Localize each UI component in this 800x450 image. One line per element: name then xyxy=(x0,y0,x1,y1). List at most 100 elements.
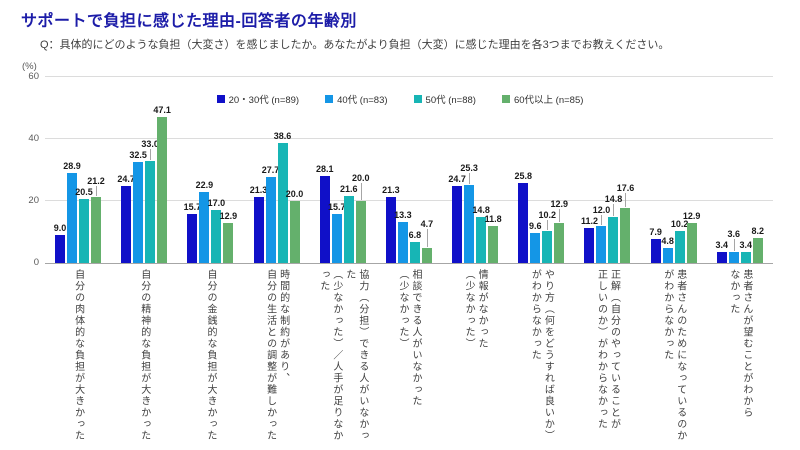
bar xyxy=(265,177,276,263)
leader-line xyxy=(469,173,471,184)
bar-value-label: 15.7 xyxy=(183,202,202,213)
bar-value-label: 11.2 xyxy=(580,216,598,227)
bar-value-label: 12.9 xyxy=(550,199,569,210)
legend-swatch xyxy=(413,95,422,103)
leader-line xyxy=(601,215,603,225)
y-tick-label: 60 xyxy=(28,71,39,82)
bar-value-label: 38.6 xyxy=(273,131,292,142)
bar xyxy=(397,221,408,263)
bar xyxy=(187,214,198,263)
leader-line xyxy=(613,204,615,217)
bar xyxy=(452,186,463,263)
bar xyxy=(728,251,739,263)
legend-item: 60代以上 (n=85) xyxy=(501,92,584,106)
bar xyxy=(620,208,631,263)
category-label: 相談できる人がいなかった （少なかった） xyxy=(397,269,421,407)
plot-area: 0 20 40 60 9.0 28.9 20.5 21.2 自分の肉体的な負担が大きかった 24.… xyxy=(28,71,773,442)
leader-line xyxy=(547,220,549,231)
bar-value-label: 24.7 xyxy=(448,174,466,185)
category-label: 時間的な制約があり、 自分の生活との調整が難しかった xyxy=(264,269,289,442)
bar xyxy=(133,162,144,263)
bar xyxy=(67,173,77,263)
category-label: 協力（分担）できる人がいなかった （少なかった）／人手が足りなかった xyxy=(317,269,368,442)
bar xyxy=(584,228,595,263)
bar-value-label: 4.7 xyxy=(420,218,434,229)
category-label: 情報がなかった （少なかった） xyxy=(463,269,488,350)
bar xyxy=(55,235,65,263)
bar-value-label: 13.3 xyxy=(394,209,412,220)
bar-value-label: 21.3 xyxy=(249,184,268,195)
y-tick-label: 0 xyxy=(33,257,39,268)
bar xyxy=(554,223,565,263)
leader-line xyxy=(150,149,152,160)
bar xyxy=(385,196,396,263)
legend-label: 40代 (n=83) xyxy=(337,95,388,106)
bar-value-label: 7.9 xyxy=(649,226,662,237)
category-label: 自分の精神的な負担が大きかった xyxy=(138,269,150,442)
leader-line xyxy=(733,239,735,251)
bar-value-label: 12.9 xyxy=(682,211,701,221)
chart-subtitle: Q：具体的にどのような負担（大変さ）を感じましたか。あなたがより負担（大変）に感… xyxy=(40,39,670,51)
bar-value-label: 3.4 xyxy=(715,240,729,251)
legend-label: 60代以上 (n=85) xyxy=(513,95,584,106)
bar-value-label: 17.0 xyxy=(207,198,226,209)
bar-value-label: 4.8 xyxy=(661,236,674,247)
bar-value-label: 11.8 xyxy=(484,214,502,225)
bar xyxy=(530,233,541,263)
bar-value-label: 20.0 xyxy=(285,189,304,199)
bar-value-label: 28.1 xyxy=(315,163,334,174)
bar xyxy=(662,248,673,263)
bar-value-label: 17.6 xyxy=(616,183,635,194)
bar xyxy=(331,214,342,263)
legend-swatch xyxy=(501,95,510,103)
bar-value-label: 12.0 xyxy=(592,205,611,216)
chart-legend: 20・30代 (n=89) 40代 (n=83) 50代 (n=88) 60代以上 (… xyxy=(0,92,800,106)
category-label: 正解（自分のやっていることが 正しいのか）がわからなかった xyxy=(595,269,620,430)
bar-value-label: 8.2 xyxy=(751,225,765,236)
bar-value-label: 9.6 xyxy=(529,221,542,232)
bar-value-label: 22.9 xyxy=(195,180,214,190)
bar-value-label: 25.3 xyxy=(460,163,478,174)
bar-value-label: 14.8 xyxy=(472,205,490,216)
bar-value-label: 3.6 xyxy=(727,229,741,240)
bar-value-label: 25.8 xyxy=(514,171,533,182)
bar-value-label: 3.4 xyxy=(739,240,753,251)
bar xyxy=(752,237,763,263)
bar-value-label: 15.7 xyxy=(327,202,346,213)
category-label: やり方（何をどうすれば良いか） がわからなかった xyxy=(529,269,554,442)
category-label: 自分の金銭的な負担が大きかった xyxy=(204,269,216,442)
bar xyxy=(518,183,529,263)
bar-value-label: 20.5 xyxy=(75,187,93,198)
bar-value-label: 33.0 xyxy=(141,139,159,150)
bar xyxy=(740,252,751,263)
leader-line xyxy=(360,183,362,200)
bar xyxy=(674,231,685,263)
bar-value-label: 21.2 xyxy=(87,176,105,187)
bar xyxy=(199,192,210,263)
bar xyxy=(409,241,420,263)
bar-value-label: 32.5 xyxy=(129,150,147,161)
gridline xyxy=(45,138,773,139)
legend-item: 20・30代 (n=89) xyxy=(216,92,299,106)
bar-value-label: 10.2 xyxy=(670,219,689,230)
bar xyxy=(223,223,234,263)
bar xyxy=(289,201,300,263)
bar-value-label: 6.8 xyxy=(408,229,422,240)
bar-value-label: 12.9 xyxy=(219,211,238,221)
bar-value-label: 10.2 xyxy=(538,210,557,221)
bar xyxy=(91,197,101,263)
gridline xyxy=(45,76,773,77)
y-tick-label: 40 xyxy=(28,133,39,144)
bar xyxy=(596,225,607,263)
bar-value-label: 27.7 xyxy=(261,165,280,176)
legend-label: 50代 (n=88) xyxy=(425,95,476,106)
legend-item: 50代 (n=88) xyxy=(413,92,476,106)
bar-value-label: 14.8 xyxy=(604,194,623,205)
bar-value-label: 20.0 xyxy=(351,173,370,184)
bar xyxy=(211,210,222,263)
leader-line xyxy=(625,193,627,208)
bar-value-label: 28.9 xyxy=(63,161,81,172)
bar xyxy=(343,196,354,263)
leader-line xyxy=(96,186,97,197)
bar xyxy=(488,226,499,263)
